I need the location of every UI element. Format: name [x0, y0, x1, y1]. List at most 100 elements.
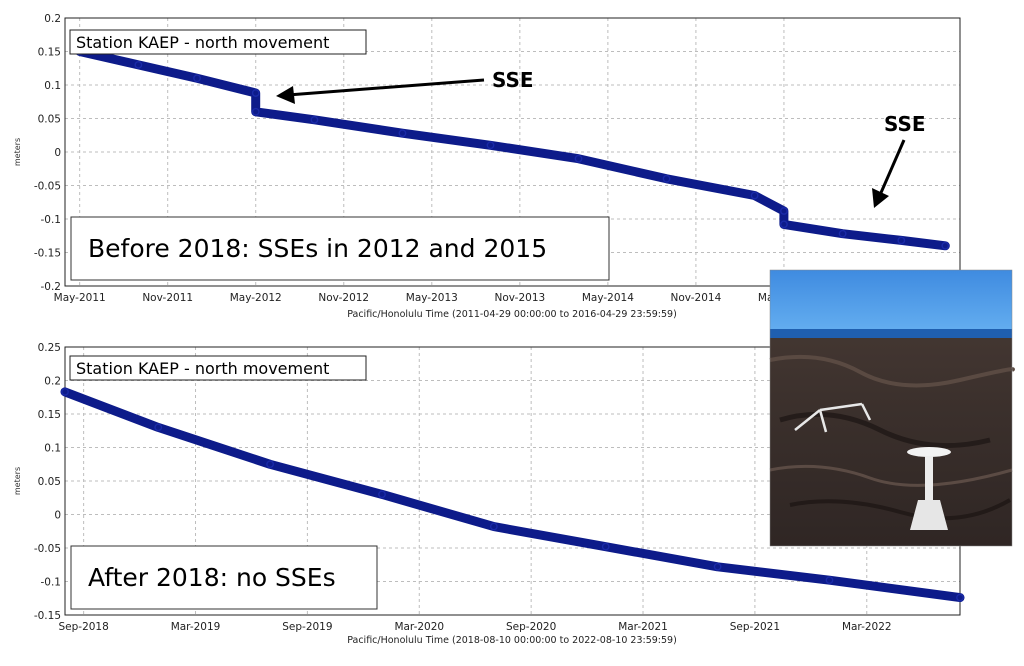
top-series-line	[75, 47, 950, 251]
sse-label-1: SSE	[492, 68, 534, 92]
top-data-point	[750, 191, 759, 200]
top-x-tick-label: Nov-2014	[671, 292, 722, 304]
top-data-point	[838, 229, 847, 238]
top-data-point	[310, 115, 319, 124]
sse-label-2: SSE	[884, 112, 926, 136]
bottom-x-tick-label: Sep-2020	[506, 621, 556, 633]
bottom-y-tick-label: 0.15	[38, 409, 61, 421]
sse-arrow-2-shaft	[878, 139, 906, 196]
gps-station-photo	[769, 269, 1015, 547]
bottom-data-point	[825, 576, 834, 585]
top-x-tick-label: Nov-2012	[318, 292, 369, 304]
top-data-point	[941, 241, 950, 250]
bottom-y-tick-label: -0.15	[34, 610, 61, 622]
bottom-data-point	[956, 593, 964, 602]
gps-antenna-icon	[907, 447, 951, 457]
top-chart-title: Station KAEP - north movement	[76, 33, 329, 52]
sse-arrow-1-shaft	[287, 78, 485, 97]
bottom-x-tick-label: Sep-2021	[730, 621, 780, 633]
lava-ridge-1	[769, 354, 1015, 388]
bottom-data-point	[489, 522, 498, 531]
top-data-point	[193, 74, 201, 83]
lava-ridge-2	[769, 464, 1013, 487]
top-data-point	[486, 141, 495, 150]
bottom-note-text: After 2018: no SSEs	[88, 563, 336, 592]
tripod-leg	[794, 409, 821, 431]
bottom-y-tick-label: -0.1	[41, 577, 62, 589]
top-x-tick-label: May-2013	[406, 292, 458, 304]
bottom-y-tick-label: -0.05	[34, 543, 61, 555]
top-y-tick-label: 0.1	[44, 80, 61, 92]
tripod-leg	[818, 409, 828, 433]
bottom-x-tick-label: Mar-2020	[394, 621, 444, 633]
antenna-base	[910, 500, 948, 530]
bottom-y-tick-label: 0.2	[44, 376, 61, 388]
top-y-tick-label: -0.05	[34, 181, 61, 193]
top-data-point	[398, 129, 407, 138]
bottom-chart-title: Station KAEP - north movement	[76, 359, 329, 378]
bottom-y-tick-label: 0	[54, 510, 61, 522]
top-data-point	[134, 61, 143, 69]
bottom-y-tick-label: 0.05	[38, 476, 61, 488]
bottom-data-series	[60, 387, 965, 603]
ocean-horizon	[770, 329, 1012, 338]
top-y-tick-label: 0.05	[38, 114, 61, 126]
bottom-x-tick-label: Sep-2019	[282, 621, 332, 633]
top-y-tick-labels: 0.2 0.15 0.1 0.05 0 -0.05 -0.1 -0.15 -0.2	[34, 13, 61, 293]
bottom-x-tick-labels: Sep-2018 Mar-2019 Sep-2019 Mar-2020 Sep-2020…	[58, 621, 891, 633]
bottom-title-box	[69, 355, 367, 381]
top-data-series	[75, 47, 950, 251]
bottom-data-point	[61, 387, 69, 396]
bottom-note-box	[70, 545, 378, 610]
tripod-leg	[860, 403, 872, 421]
top-y-tick-label: -0.2	[41, 281, 62, 293]
bottom-x-tick-label: Sep-2018	[58, 621, 108, 633]
bottom-y-tick-labels: 0.25 0.2 0.15 0.1 0.05 0 -0.05 -0.1 -0.15	[34, 342, 61, 622]
top-data-point	[251, 89, 260, 97]
bottom-y-tick-label: 0.25	[38, 342, 61, 354]
top-x-tick-label: May-2011	[54, 292, 106, 304]
bottom-data-point	[713, 562, 722, 571]
top-plot-frame	[64, 17, 961, 287]
lava-crack-1	[779, 411, 991, 449]
tripod-bar	[819, 402, 863, 412]
top-note-text: Before 2018: SSEs in 2012 and 2015	[88, 234, 547, 263]
bottom-series-line	[60, 387, 965, 603]
top-y-tick-label: 0	[54, 147, 61, 159]
top-x-tick-label: May-2012	[230, 292, 282, 304]
top-y-tick-label: 0.15	[38, 47, 61, 59]
bottom-y-axis-title: meters	[13, 467, 22, 495]
top-grid	[65, 17, 960, 287]
top-x-tick-label: May-2014	[582, 292, 634, 304]
bottom-x-tick-label: Mar-2021	[618, 621, 668, 633]
top-note-box	[70, 216, 610, 281]
bottom-chart-panel: 0.25 0.2 0.15 0.1 0.05 0 -0.05 -0.1 -0.15 Sep-20…	[13, 342, 965, 646]
bottom-x-tick-label: Mar-2022	[842, 621, 892, 633]
top-data-point	[897, 236, 906, 245]
top-x-axis-title: Pacific/Honolulu Time (2011-04-29 00:00:…	[347, 309, 677, 320]
top-y-tick-label: -0.1	[41, 214, 62, 226]
antenna-mast	[925, 456, 933, 506]
bottom-data-point	[601, 542, 610, 551]
bottom-data-point	[154, 423, 163, 432]
bottom-x-tick-label: Mar-2019	[171, 621, 221, 633]
top-chart-panel: 0.2 0.15 0.1 0.05 0 -0.05 -0.1 -0.15 -0.2 May-20…	[13, 13, 961, 320]
top-y-tick-label: -0.15	[34, 248, 61, 260]
top-title-box	[69, 29, 367, 55]
top-x-tick-labels: May-2011 Nov-2011 May-2012 Nov-2012 May-2013…	[54, 292, 810, 304]
sky	[770, 270, 1012, 332]
top-data-point	[780, 207, 788, 215]
bottom-x-axis-title: Pacific/Honolulu Time (2018-08-10 00:00:…	[347, 635, 677, 646]
photo-frame	[769, 269, 1013, 547]
sse-arrow-2-head	[872, 188, 889, 208]
bottom-data-point	[266, 460, 275, 469]
lava-crack-2	[789, 498, 1012, 521]
sse-arrow-1-head	[276, 86, 295, 104]
top-y-tick-label: 0.2	[44, 13, 61, 25]
top-y-axis-title: meters	[13, 138, 22, 166]
top-data-point	[780, 220, 788, 229]
top-x-tick-label: Nov-2013	[494, 292, 545, 304]
bottom-data-point	[378, 490, 386, 499]
bottom-y-tick-label: 0.1	[44, 443, 61, 455]
